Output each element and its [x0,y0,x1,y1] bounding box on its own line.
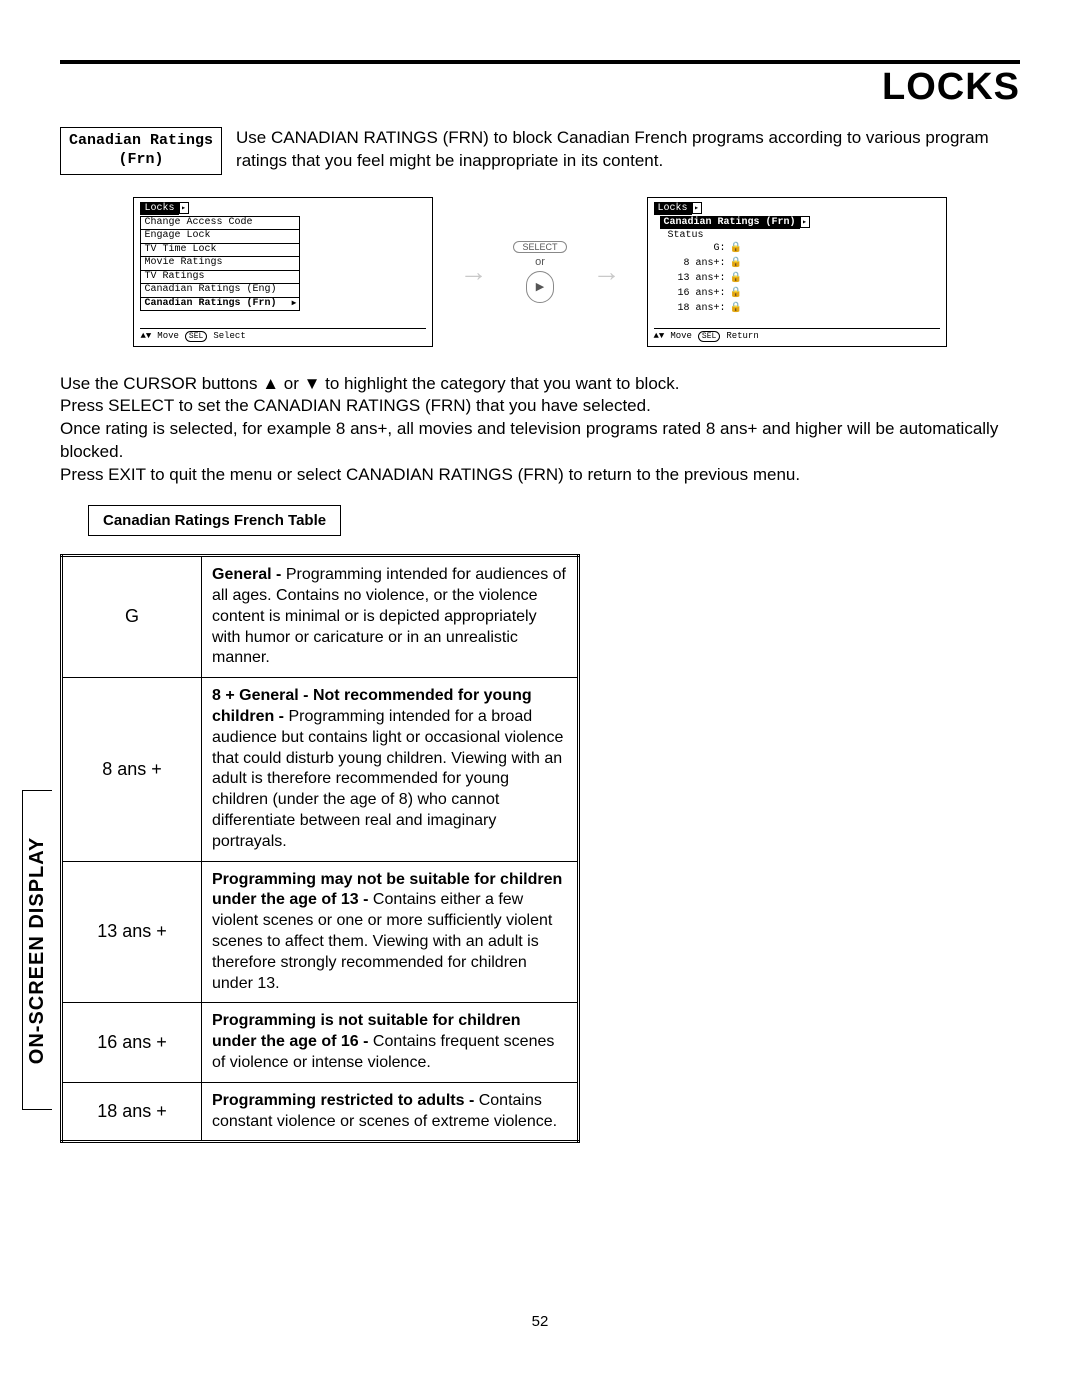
updown-icon: ▲▼ [654,331,665,341]
page-title: LOCKS [60,66,1020,109]
menu-item[interactable]: Engage Lock [141,230,300,244]
lock-icon: 🔒 [730,286,742,301]
arrow-controls: SELECT or ▶ [513,241,566,303]
osd-left-screen: Locks ▸ Change Access Code Engage Lock T… [133,197,433,347]
instruction-line: Press SELECT to set the CANADIAN RATINGS… [60,395,1020,418]
instruction-line: Once rating is selected, for example 8 a… [60,418,1020,464]
sel-badge: SEL [185,331,207,342]
rating-code: 13 ans + [62,861,202,1003]
status-row[interactable]: 18 ans+:🔒 [668,301,940,316]
status-row[interactable]: G:🔒 [668,241,940,256]
footer-action: Return [726,331,758,341]
osd-left-title: Locks [140,202,178,215]
osd-right-title-row: Locks ▸ [654,202,940,215]
sel-badge: SEL [698,331,720,342]
status-list: Status G:🔒 8 ans+:🔒 13 ans+:🔒 16 ans+:🔒 … [668,230,940,316]
select-button-icon: SELECT [513,241,566,253]
status-row[interactable]: 16 ans+:🔒 [668,286,940,301]
lock-icon: 🔒 [730,256,742,271]
chevron-right-icon: ▸ [692,202,702,214]
osd-right-screen: Locks ▸ Canadian Ratings (Frn) ▸ Status … [647,197,947,347]
menu-item[interactable]: Change Access Code [141,217,300,231]
top-rule [60,60,1020,64]
status-row[interactable]: 8 ans+:🔒 [668,256,940,271]
or-label: or [535,256,545,268]
rating-code: 18 ans + [62,1082,202,1142]
rating-code: 8 ans + [62,678,202,861]
ratings-table: G General - Programming intended for aud… [60,554,580,1143]
osd-left-items: Change Access Code Engage Lock TV Time L… [140,216,300,312]
chevron-right-icon: ▸ [179,202,189,214]
intro-text: Use CANADIAN RATINGS (FRN) to block Cana… [236,127,1020,173]
rating-desc: Programming restricted to adults - Conta… [202,1082,579,1142]
rating-desc: General - Programming intended for audie… [202,556,579,678]
osd-left-footer: ▲▼ Move SEL Select [140,328,426,342]
section-label: Canadian Ratings (Frn) [60,127,222,175]
arrow-right-icon: → [593,265,621,279]
rating-code: G [62,556,202,678]
side-tab-label: ON-SCREEN DISPLAY [26,836,49,1063]
lock-icon: 🔒 [730,301,742,316]
osd-right-subtitle: Canadian Ratings (Frn) [660,216,800,229]
menu-item[interactable]: Movie Ratings [141,257,300,271]
footer-move: Move [157,331,179,341]
menu-item-selected[interactable]: Canadian Ratings (Frn) ▶ [141,298,300,311]
instruction-line: Press EXIT to quit the menu or select CA… [60,464,1020,487]
table-title: Canadian Ratings French Table [88,505,341,536]
footer-action: Select [213,331,245,341]
table-row: 8 ans + 8 + General - Not recommended fo… [62,678,579,861]
menu-item[interactable]: TV Ratings [141,271,300,285]
page-container: LOCKS Canadian Ratings (Frn) Use CANADIA… [0,0,1080,1370]
menu-item[interactable]: TV Time Lock [141,244,300,258]
intro-row: Canadian Ratings (Frn) Use CANADIAN RATI… [60,127,1020,175]
arrow-right-icon: → [459,265,487,279]
side-tab: ON-SCREEN DISPLAY [22,790,52,1110]
instructions-block: Use the CURSOR buttons ▲ or ▼ to highlig… [60,373,1020,488]
section-label-line1: Canadian Ratings [69,132,213,151]
table-row: 16 ans + Programming is not suitable for… [62,1003,579,1082]
rating-desc: Programming may not be suitable for chil… [202,861,579,1003]
osd-right-footer: ▲▼ Move SEL Return [654,328,940,342]
table-row: 18 ans + Programming restricted to adult… [62,1082,579,1142]
lock-icon: 🔒 [730,271,742,286]
page-number: 52 [60,1313,1020,1330]
rating-desc: 8 + General - Not recommended for young … [202,678,579,861]
osd-right-title: Locks [654,202,692,215]
chevron-right-icon: ▶ [292,299,297,309]
menu-item[interactable]: Canadian Ratings (Eng) [141,284,300,298]
footer-move: Move [670,331,692,341]
status-heading: Status [668,230,940,241]
table-row: G General - Programming intended for aud… [62,556,579,678]
rating-code: 16 ans + [62,1003,202,1082]
osd-left-title-row: Locks ▸ [140,202,426,215]
instruction-line: Use the CURSOR buttons ▲ or ▼ to highlig… [60,373,1020,396]
menus-row: Locks ▸ Change Access Code Engage Lock T… [60,197,1020,347]
table-row: 13 ans + Programming may not be suitable… [62,861,579,1003]
lock-icon: 🔒 [730,241,742,256]
osd-right-subtitle-row: Canadian Ratings (Frn) ▸ [660,216,940,229]
dpad-right-icon: ▶ [526,271,554,303]
section-label-line2: (Frn) [69,151,213,170]
chevron-right-icon: ▸ [800,216,810,228]
status-row[interactable]: 13 ans+:🔒 [668,271,940,286]
updown-icon: ▲▼ [140,331,151,341]
rating-desc: Programming is not suitable for children… [202,1003,579,1082]
